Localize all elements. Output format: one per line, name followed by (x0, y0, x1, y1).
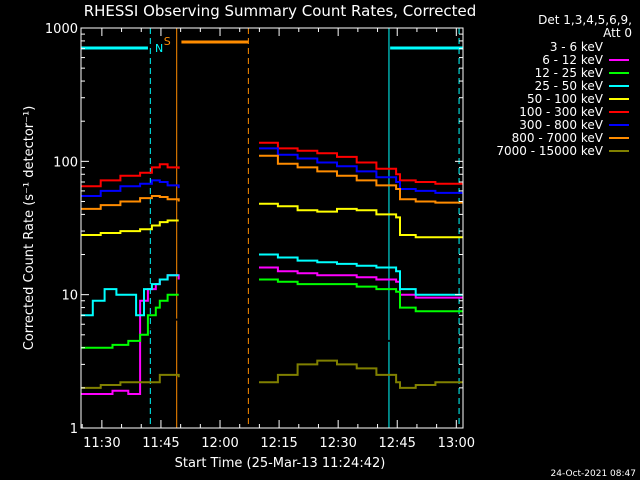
legend-header: Det 1,3,4,5,6,9, (538, 13, 632, 27)
x-tick-label: 12:00 (201, 436, 238, 451)
x-tick-label: 13:00 (438, 436, 475, 451)
legend-item-label: 3 - 6 keV (550, 40, 604, 54)
legend-item-label: 12 - 25 keV (535, 66, 604, 80)
legend-item-label: 7000 - 15000 keV (496, 144, 603, 158)
series-line-7-1 (259, 154, 463, 204)
series-line-3-1 (259, 253, 463, 296)
plot-frame (80, 27, 464, 429)
legend-item-label: 6 - 12 keV (542, 53, 604, 67)
y-tick-label: 10 (61, 289, 78, 304)
series-line-3-0 (81, 274, 179, 317)
legend-item-label: 50 - 100 keV (527, 92, 604, 106)
legend-item-label: 100 - 300 keV (519, 105, 603, 119)
legend-item-label: 800 - 7000 keV (512, 131, 604, 145)
y-tick-label: 1 (70, 422, 78, 437)
chart-title: RHESSI Observing Summary Count Rates, Co… (84, 2, 477, 20)
series-line-6-1 (259, 147, 463, 194)
x-axis-label: Start Time (25-Mar-13 11:24:42) (175, 456, 386, 471)
series-line-7-0 (81, 195, 180, 210)
plot-area: SN (80, 28, 464, 428)
series-line-2-0 (81, 293, 179, 349)
legend-item-label: 25 - 50 keV (535, 79, 604, 93)
legend-item-label: 300 - 800 keV (519, 118, 603, 132)
legend-header-att: Att 0 (603, 26, 632, 40)
x-tick-label: 12:15 (260, 436, 297, 451)
series-line-8-1 (259, 359, 463, 389)
series-line-4-1 (259, 202, 463, 239)
timestamp: 24-Oct-2021 08:47 (551, 469, 636, 479)
y-tick-label: 100 (53, 155, 78, 170)
x-tick-label: 12:45 (378, 436, 415, 451)
night-flag-label: N (155, 42, 163, 55)
x-tick-label: 11:30 (83, 436, 120, 451)
saa-flag-label: S (164, 35, 171, 48)
series-line-5-0 (81, 163, 180, 188)
axes: 1 10 100 1000 11:30 11:45 12:00 12:15 12:30 12:45… (45, 22, 475, 451)
series-line-0-1 (259, 328, 464, 386)
y-tick-label: 1000 (45, 22, 78, 37)
series-line-4-0 (81, 219, 179, 236)
series-line-8-0 (81, 373, 180, 389)
x-tick-label: 11:45 (142, 436, 179, 451)
series-line-2-1 (259, 278, 463, 313)
series-line-1-1 (259, 266, 463, 299)
series-line-6-0 (81, 179, 180, 197)
series-line-5-1 (259, 141, 463, 185)
y-axis-label: Corrected Count Rate (s⁻¹ detector⁻¹) (22, 106, 37, 351)
x-tick-label: 12:30 (319, 436, 356, 451)
